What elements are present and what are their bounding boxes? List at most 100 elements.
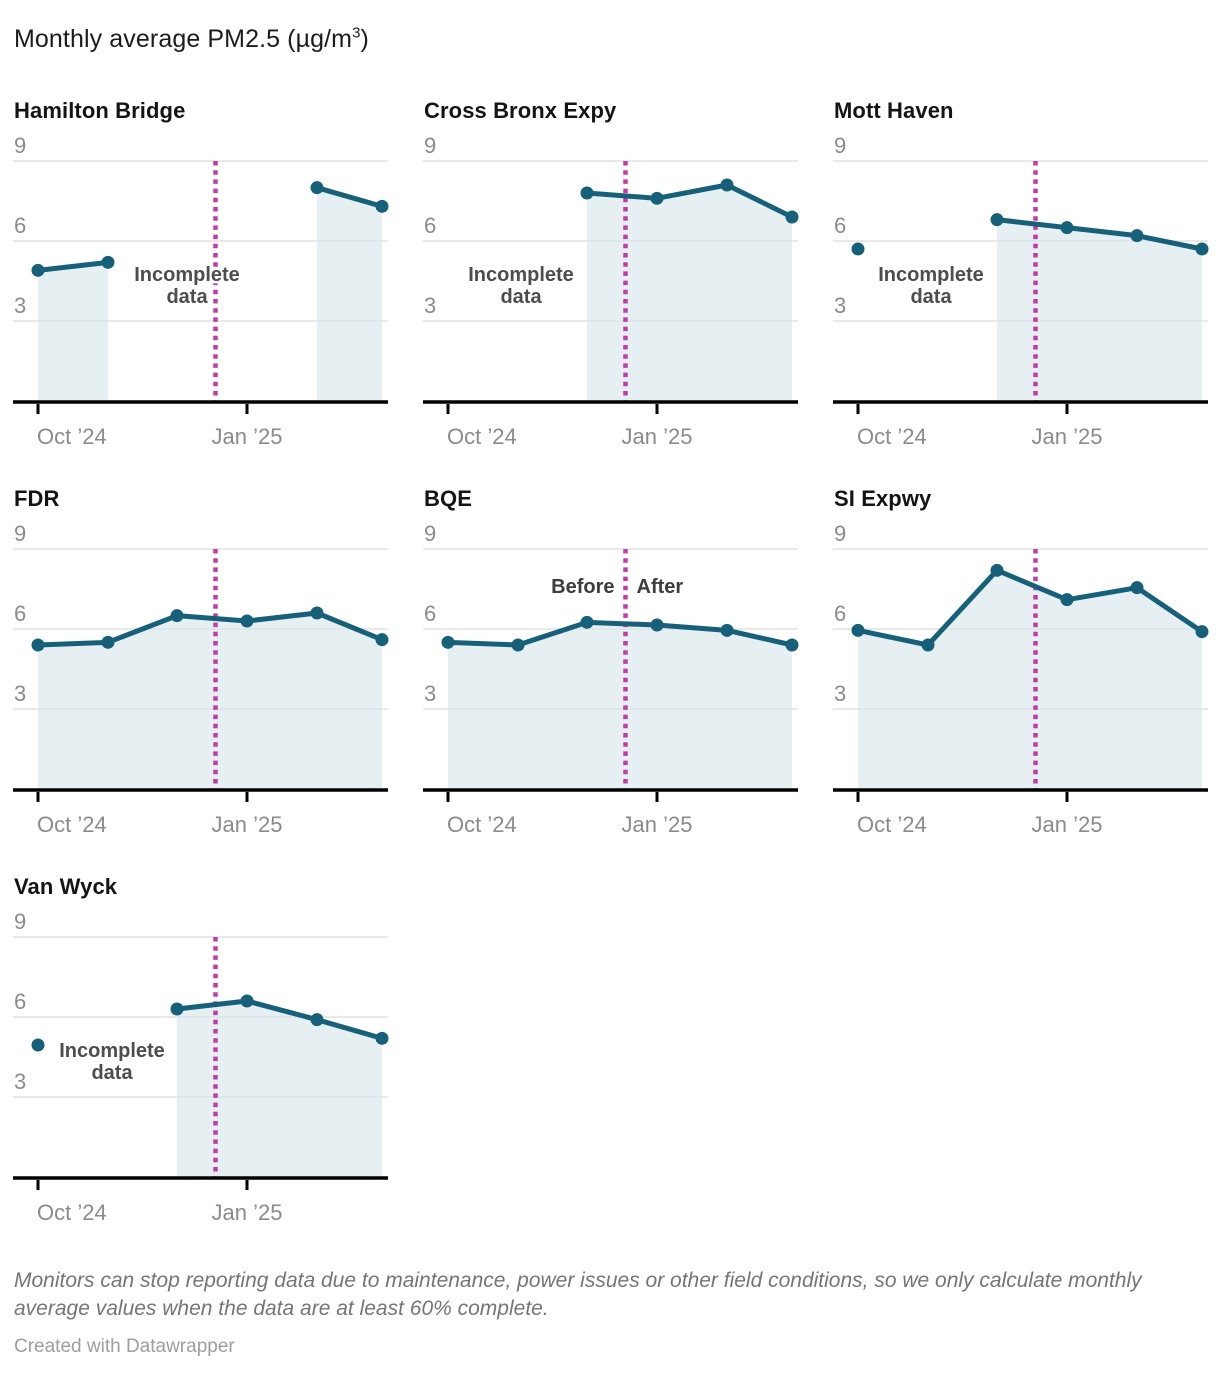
data-point [580,615,594,629]
data-point [851,623,865,637]
trend-line [584,182,795,220]
x-tick-label: Jan ’25 [212,424,283,449]
data-point [511,638,525,652]
area-fill [38,262,108,401]
y-tick-label: 9 [424,521,436,546]
area-fill [997,219,1202,401]
annotation-incomplete-data: data [910,286,952,308]
y-tick-label: 9 [14,909,26,934]
panel-van-wyck: Van Wyck 3 6 9 Oct ’24 Jan ’25 Incomplete data [13,874,389,1229]
y-tick-label: 9 [14,133,26,158]
y-tick-label: 9 [14,521,26,546]
y-tick-label: 6 [14,601,26,626]
trend-line [855,567,1205,648]
y-tick-label: 3 [834,681,846,706]
data-point [31,1038,45,1052]
x-tick-label: Oct ’24 [37,424,107,449]
panel-chart: 3 6 9 Oct ’24 Jan ’25 [833,521,1209,837]
data-point [31,263,45,277]
annotation-incomplete-data: Incomplete [468,264,574,286]
panel-chart: 3 6 9 Oct ’24 Jan ’25 [13,521,389,837]
data-point [310,181,324,195]
area-fill [448,622,792,789]
data-point [375,1031,389,1045]
x-tick-label: Jan ’25 [622,812,693,837]
y-tick-label: 9 [834,521,846,546]
data-point [101,635,115,649]
y-tick-label: 3 [424,293,436,318]
annotation-incomplete-data: data [500,286,542,308]
y-tick-label: 6 [834,213,846,238]
data-point [650,618,664,632]
x-tick-label: Jan ’25 [622,424,693,449]
footer-note: Monitors can stop reporting data due to … [14,1269,1142,1320]
x-tick-label: Jan ’25 [212,812,283,837]
y-tick-label: 3 [14,681,26,706]
annotation-incomplete-data: Incomplete [878,264,984,286]
panel-fdr: FDR 3 6 9 Oct ’24 Jan ’25 [13,486,389,841]
trend-line [174,998,385,1041]
y-tick-label: 3 [834,293,846,318]
data-point [1060,593,1074,607]
x-tick-label: Oct ’24 [37,812,107,837]
chart-title-suffix: ) [360,25,369,53]
trend-line [35,259,111,273]
x-tick-label: Oct ’24 [857,424,927,449]
panel-title: Van Wyck [14,874,118,899]
panel-title: FDR [14,486,60,511]
data-point [921,638,935,652]
data-point [31,638,45,652]
annotation-incomplete-data: data [91,1062,133,1084]
area-fill [858,570,1202,789]
y-tick-label: 3 [14,1069,26,1094]
panel-chart: 3 6 9 Oct ’24 Jan ’25 Before After [423,521,799,837]
annotation-after: After [637,576,684,598]
annotation-incomplete-data: data [166,286,208,308]
datawrapper-credit: Created with Datawrapper [14,1336,235,1357]
data-point [170,609,184,623]
data-point [650,191,664,205]
annotation-incomplete-data: Incomplete [134,264,240,286]
y-tick-label: 6 [14,989,26,1014]
trend-line [445,619,795,648]
data-point [310,606,324,620]
data-point [1130,229,1144,243]
x-tick-label: Oct ’24 [37,1200,107,1225]
data-point [990,563,1004,577]
y-tick-label: 3 [424,681,436,706]
area-fill [38,613,382,789]
panel-title: BQE [424,486,472,511]
panels-grid: Hamilton Bridge 3 6 9 Oct ’24 Jan ’25 Incomple… [13,98,1209,1229]
data-point [1130,581,1144,595]
x-tick-label: Jan ’25 [212,1200,283,1225]
chart-title-superscript: 3 [352,24,361,42]
data-point [720,178,734,192]
panel-si-expwy: SI Expwy 3 6 9 Oct ’24 Jan ’25 [833,486,1209,841]
data-point [720,623,734,637]
panel-title: Mott Haven [834,98,954,123]
x-tick-label: Oct ’24 [447,812,517,837]
trend-line [35,610,385,648]
y-tick-label: 3 [14,293,26,318]
panel-title: Cross Bronx Expy [424,98,617,123]
panel-bqe: BQE 3 6 9 Oct ’24 Jan ’25 Before After [423,486,799,841]
data-point [375,199,389,213]
annotation-incomplete-data: Incomplete [59,1040,165,1062]
y-tick-label: 9 [834,133,846,158]
y-tick-label: 6 [14,213,26,238]
area-fill [177,1001,382,1177]
data-point [375,633,389,647]
y-tick-label: 9 [424,133,436,158]
data-point [240,994,254,1008]
panel-title: Hamilton Bridge [14,98,186,123]
data-point [101,255,115,269]
data-point [990,213,1004,227]
y-tick-label: 6 [424,213,436,238]
y-tick-label: 6 [834,601,846,626]
data-point [785,210,799,224]
